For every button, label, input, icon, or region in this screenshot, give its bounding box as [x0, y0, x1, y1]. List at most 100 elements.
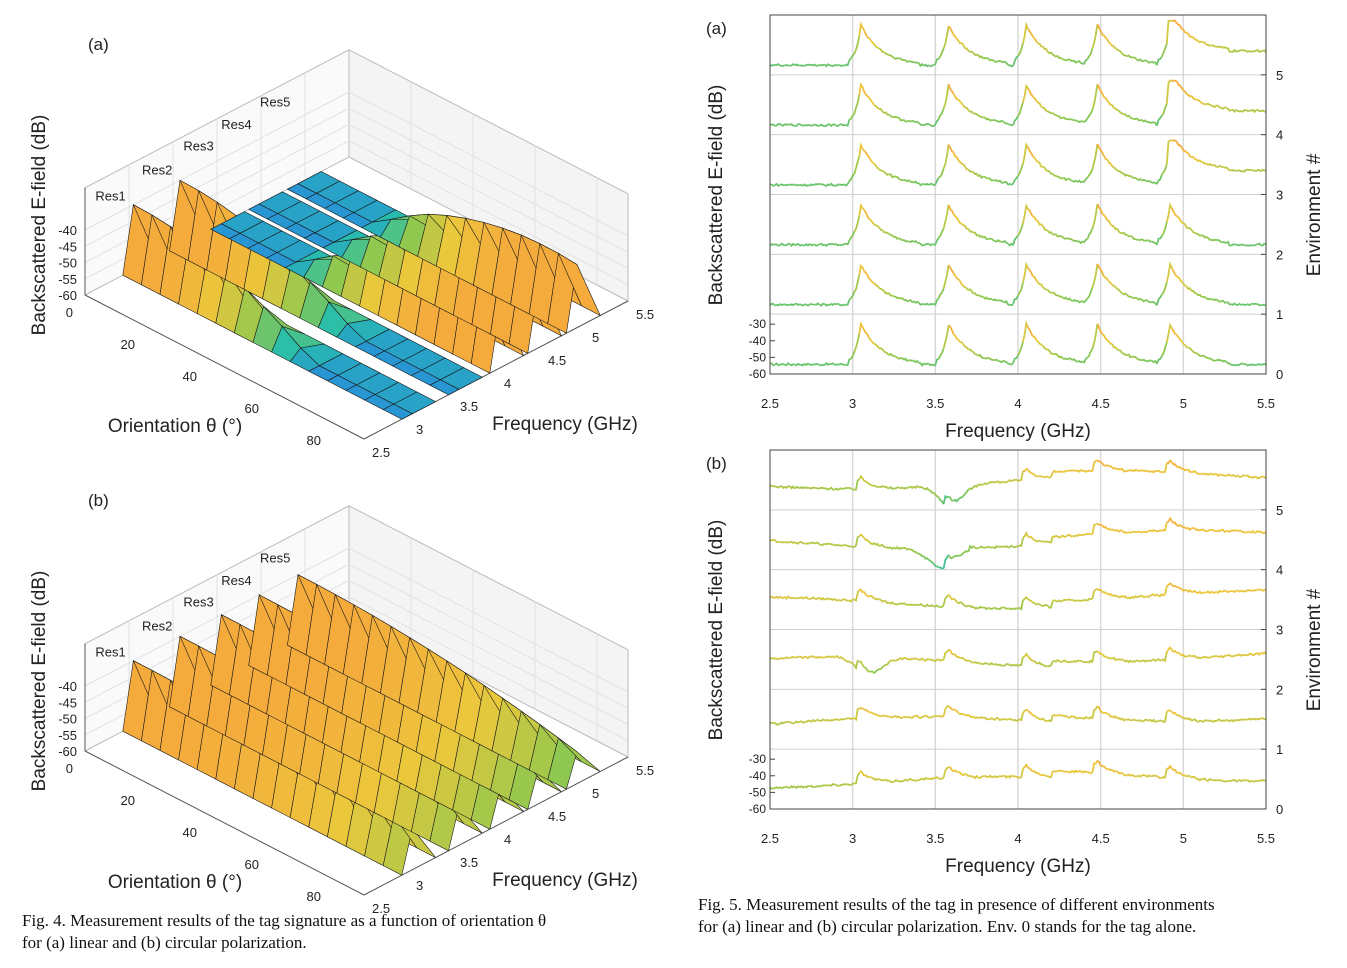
trace-segment	[937, 228, 945, 239]
trace-segment	[829, 543, 835, 546]
trace-segment	[838, 718, 845, 722]
trace-segment	[1012, 55, 1019, 67]
trace-segment	[1260, 651, 1267, 655]
trace-segment	[1230, 168, 1237, 172]
trace-segment	[1141, 659, 1148, 663]
trace-segment	[1126, 659, 1133, 664]
trace-segment	[983, 606, 989, 611]
trace-segment	[1007, 123, 1014, 127]
trace-segment	[828, 123, 835, 128]
trace-segment	[1081, 770, 1088, 774]
trace-segment	[784, 656, 791, 660]
trace-segment	[923, 486, 930, 491]
trace-segment	[1077, 599, 1083, 602]
trace-segment	[1008, 303, 1014, 307]
trace-segment	[809, 63, 816, 67]
trace-segment	[1131, 530, 1138, 534]
trace-segment	[814, 243, 820, 247]
trace-segment	[918, 485, 925, 490]
trace-segment	[1096, 263, 1104, 274]
trace-segment	[829, 655, 836, 659]
trace-segment	[1201, 777, 1208, 782]
trace-segment	[1057, 470, 1063, 473]
trace-segment	[878, 227, 885, 234]
trace-segment	[1052, 112, 1059, 117]
trace-segment	[769, 243, 776, 246]
trace-segment	[913, 550, 920, 555]
trace-segment	[948, 766, 955, 773]
trace-segment	[1106, 339, 1113, 345]
trace-segment	[843, 180, 851, 187]
trace-segment	[789, 721, 796, 725]
trace-segment	[1082, 117, 1089, 123]
y-axis-label-right: Environment #	[1304, 588, 1325, 711]
trace-segment	[1201, 40, 1208, 46]
trace-segment	[804, 63, 810, 67]
trace-segment	[1195, 292, 1203, 298]
trace-segment	[1141, 358, 1148, 363]
trace-segment	[1087, 659, 1094, 664]
trace-segment	[1235, 718, 1242, 722]
trace-segment	[1151, 121, 1158, 127]
trace-segment	[1211, 655, 1217, 658]
trace-segment	[1027, 87, 1034, 98]
trace-segment	[1136, 238, 1143, 242]
trace-segment	[814, 655, 821, 659]
trace-segment	[1225, 718, 1232, 723]
trace-segment	[1186, 527, 1193, 531]
z-axis-label: Backscattered E-field (dB)	[29, 571, 50, 792]
trace-segment	[1052, 599, 1058, 603]
trace-segment	[1181, 28, 1187, 34]
trace-segment	[1032, 215, 1039, 222]
trace-segment	[1195, 39, 1202, 44]
trace-segment	[813, 63, 820, 67]
trace-segment	[1196, 352, 1202, 357]
trace-segment	[1116, 109, 1123, 115]
trace-segment	[1072, 179, 1079, 183]
trace-segment	[957, 278, 965, 287]
z-tick-label: -45	[58, 695, 77, 710]
x-axis-label: Orientation θ (°)	[108, 416, 242, 437]
trace-segment	[1096, 459, 1103, 465]
trace-segment	[938, 776, 945, 780]
trace-segment	[952, 93, 959, 101]
trace-segment	[1126, 234, 1133, 238]
trace-segment	[868, 670, 875, 674]
trace-segment	[1221, 528, 1227, 534]
trace-segment	[1107, 768, 1113, 772]
trace-segment	[1206, 777, 1212, 782]
trace-segment	[1245, 109, 1252, 112]
trace-segment	[1042, 540, 1049, 543]
y-axis-label: Backscattered E-field (dB)	[706, 85, 727, 306]
trace-segment	[1171, 711, 1178, 716]
trace-segment	[1216, 45, 1222, 49]
fig4-caption-line2: for (a) linear and (b) circular polariza…	[22, 933, 307, 952]
trace-segment	[1171, 461, 1178, 468]
trace-segment	[1057, 234, 1063, 238]
trace-segment	[992, 545, 999, 550]
trace-segment	[1176, 714, 1183, 719]
trace-segment	[1131, 468, 1138, 473]
trace-segment	[873, 342, 880, 349]
trace-segment	[1037, 475, 1044, 478]
trace-segment	[953, 554, 959, 558]
trace-segment	[972, 545, 979, 550]
trace-segment	[1141, 119, 1148, 123]
trace-segment	[1190, 349, 1197, 355]
trace-segment	[1091, 84, 1099, 111]
trace-segment	[879, 108, 885, 114]
trace-segment	[1002, 663, 1009, 667]
freq-tick-label: 5.5	[636, 307, 654, 322]
trace-segment	[848, 717, 855, 721]
trace-segment	[863, 479, 870, 485]
trace-segment	[794, 720, 801, 724]
trace-segment	[853, 707, 860, 722]
trace-segment	[953, 498, 960, 503]
trace-segment	[873, 484, 880, 488]
trace-segment	[1057, 599, 1064, 603]
trace-segment	[878, 47, 885, 54]
trace-segment	[923, 302, 930, 306]
trace-segment	[843, 598, 850, 602]
trace-segment	[1260, 530, 1267, 535]
trace-segment	[1186, 32, 1192, 38]
